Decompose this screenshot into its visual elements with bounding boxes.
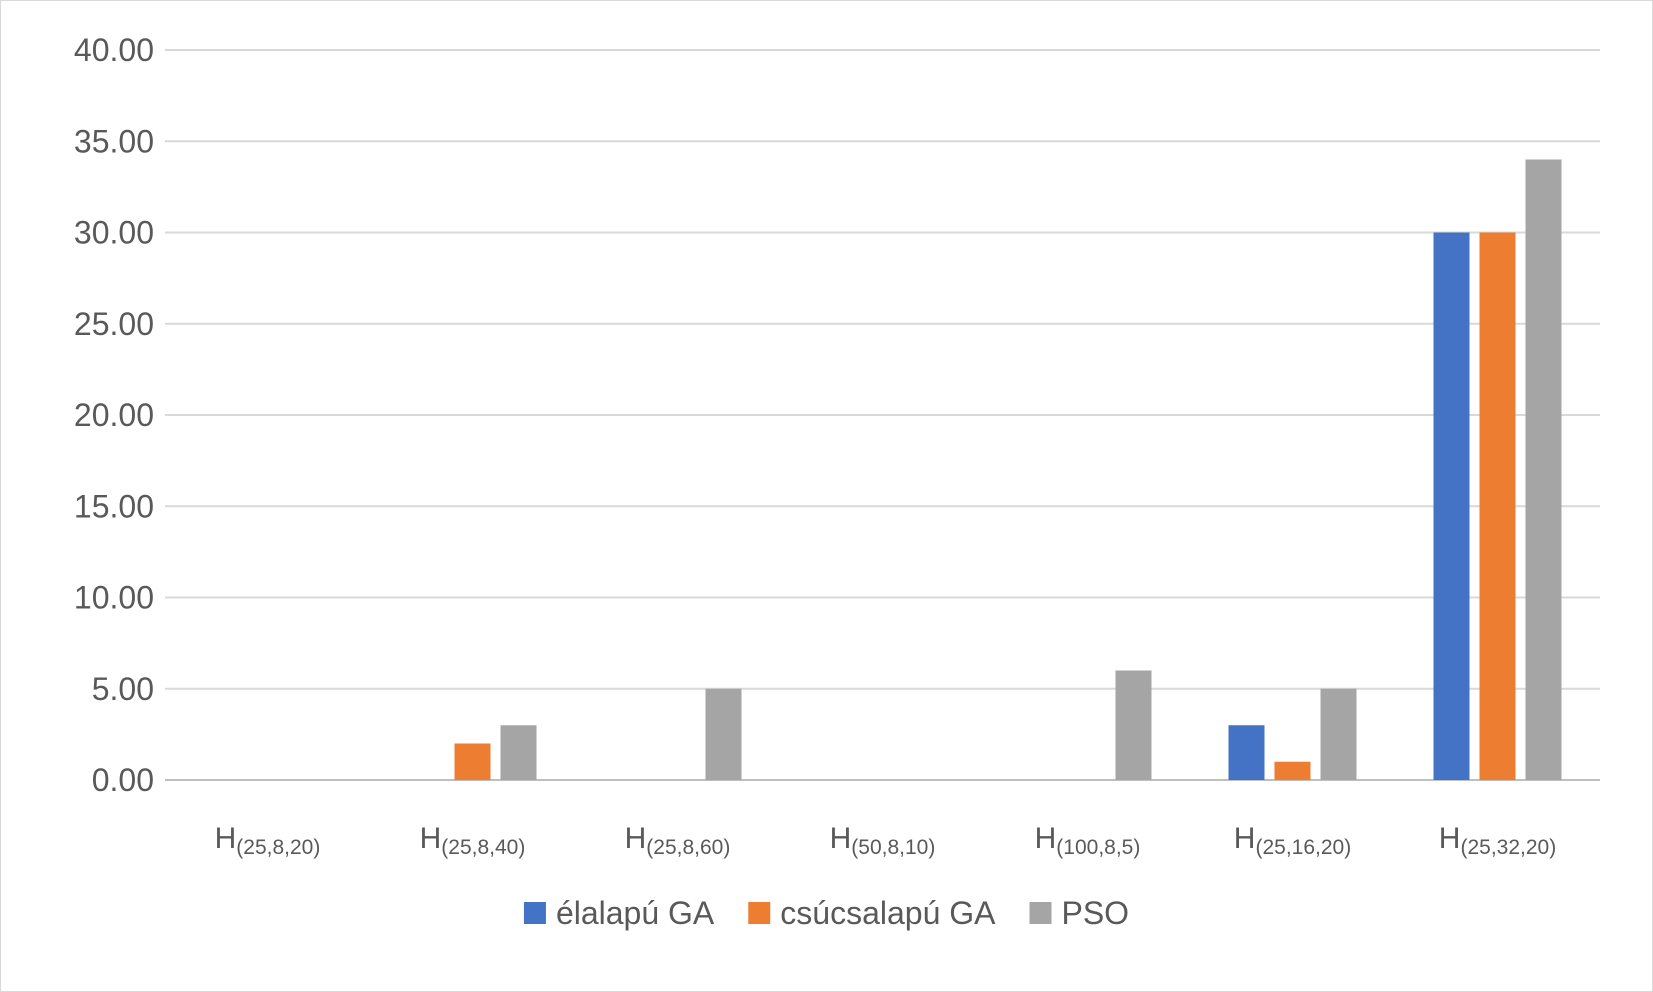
- bar: [1274, 761, 1311, 780]
- bar: [454, 743, 491, 780]
- y-tick-label: 25.00: [74, 306, 154, 342]
- legend-item: PSO: [1029, 895, 1129, 931]
- y-axis: 0.00 5.00 10.00 15.00 20.00 25.00 30.00 35.00 40…: [74, 32, 154, 798]
- bar: [500, 725, 537, 780]
- legend-label: PSO: [1061, 895, 1129, 931]
- y-tick-label: 5.00: [92, 671, 154, 707]
- x-tick-label: H(25,8,40): [420, 822, 526, 859]
- legend-swatch: [1029, 902, 1052, 924]
- legend-item: csúcsalapú GA: [748, 895, 996, 931]
- gridlines: [165, 49, 1600, 781]
- legend-swatch: [523, 902, 546, 924]
- bar: [1525, 159, 1562, 780]
- y-tick-label: 10.00: [74, 580, 154, 616]
- legend: élalapú GA csúcsalapú GA PSO: [523, 895, 1129, 931]
- legend-label: csúcsalapú GA: [780, 895, 996, 931]
- x-tick-label: H(25,8,60): [625, 822, 731, 859]
- x-tick-label: H(25,16,20): [1234, 822, 1351, 859]
- y-tick-label: 35.00: [74, 123, 154, 159]
- x-tick-label: H(25,8,20): [215, 822, 321, 859]
- y-tick-label: 20.00: [74, 397, 154, 433]
- y-tick-label: 30.00: [74, 215, 154, 251]
- x-axis: H(25,8,20) H(25,8,40) H(25,8,60) H(50,8,10)…: [215, 822, 1557, 859]
- legend-item: élalapú GA: [523, 895, 715, 931]
- legend-swatch: [748, 902, 771, 924]
- bars: [454, 159, 1562, 780]
- bar: [1228, 725, 1265, 780]
- y-tick-label: 15.00: [74, 488, 154, 524]
- y-tick-label: 40.00: [74, 32, 154, 68]
- y-tick-label: 0.00: [92, 762, 154, 798]
- legend-label: élalapú GA: [556, 895, 715, 931]
- bar: [705, 688, 742, 780]
- x-tick-label: H(100,8,5): [1035, 822, 1141, 859]
- x-tick-label: H(25,32,20): [1439, 822, 1556, 859]
- bar: [1479, 232, 1516, 780]
- bar: [1115, 670, 1152, 780]
- bar: [1320, 688, 1357, 780]
- x-tick-label: H(50,8,10): [830, 822, 936, 859]
- bar: [1433, 232, 1470, 780]
